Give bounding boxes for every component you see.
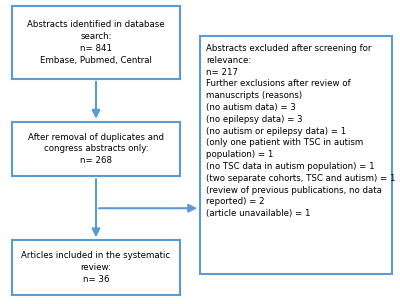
Text: After removal of duplicates and
congress abstracts only:
n= 268: After removal of duplicates and congress… bbox=[28, 133, 164, 165]
Text: Articles included in the systematic
review:
n= 36: Articles included in the systematic revi… bbox=[22, 251, 170, 284]
Text: Abstracts excluded after screening for
relevance:
n= 217
Further exclusions afte: Abstracts excluded after screening for r… bbox=[206, 44, 396, 218]
FancyBboxPatch shape bbox=[200, 36, 392, 274]
Text: Abstracts identified in database
search:
n= 841
Embase, Pubmed, Central: Abstracts identified in database search:… bbox=[27, 20, 165, 65]
FancyBboxPatch shape bbox=[12, 240, 180, 295]
FancyBboxPatch shape bbox=[12, 122, 180, 176]
FancyBboxPatch shape bbox=[12, 6, 180, 79]
